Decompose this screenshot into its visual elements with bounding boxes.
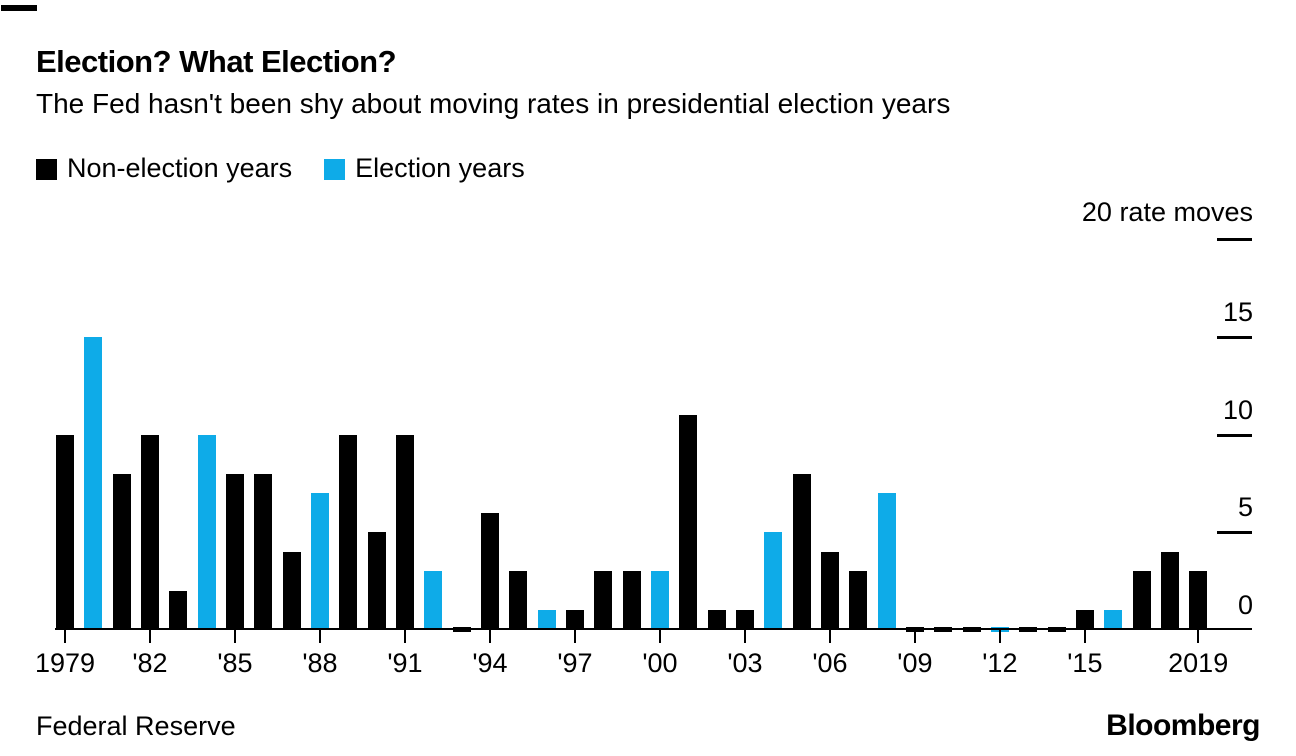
bar-1990 xyxy=(367,532,386,630)
legend: Non-election years Election years xyxy=(36,153,525,184)
x-tick-2009 xyxy=(913,630,916,643)
bar-2003 xyxy=(735,610,754,630)
chart-subtitle: The Fed hasn't been shy about moving rat… xyxy=(36,88,951,119)
x-tick-1988 xyxy=(318,630,321,643)
x-tick-1994 xyxy=(488,630,491,643)
bar-1981 xyxy=(112,473,131,630)
bar-2007 xyxy=(849,571,868,630)
bar-1996 xyxy=(537,610,556,630)
x-tick-1982 xyxy=(148,630,151,643)
bar-2017 xyxy=(1132,571,1151,630)
bloomberg-logo: Bloomberg xyxy=(1106,709,1260,742)
x-tick-2012 xyxy=(998,630,1001,643)
legend-swatch-election xyxy=(324,159,346,180)
x-tick-label-2006: '06 xyxy=(812,648,848,678)
bar-1997 xyxy=(565,610,584,630)
x-tick-label-1985: '85 xyxy=(217,648,253,678)
legend-swatch-non-election xyxy=(36,159,57,180)
bar-1999 xyxy=(622,571,641,630)
y-tick-dash-15 xyxy=(1217,335,1252,339)
bar-1985 xyxy=(225,473,244,630)
bar-1988 xyxy=(310,493,329,630)
bar-2002 xyxy=(707,610,726,630)
bar-1989 xyxy=(339,434,358,630)
x-tick-label-1991: '91 xyxy=(387,648,423,678)
x-tick-label-1988: '88 xyxy=(302,648,338,678)
x-tick-2003 xyxy=(743,630,746,643)
bar-1982 xyxy=(140,434,159,630)
bar-1998 xyxy=(594,571,613,630)
x-tick-label-1997: '97 xyxy=(557,648,593,678)
x-axis-line xyxy=(55,628,1252,630)
y-tick-dash-5 xyxy=(1217,531,1252,535)
x-tick-label-2012: '12 xyxy=(982,648,1018,678)
y-tick-dash-20 xyxy=(1217,238,1252,241)
x-tick-label-2015: '15 xyxy=(1067,648,1103,678)
x-tick-label-2019: 2019 xyxy=(1168,648,1229,678)
bar-1991 xyxy=(395,434,414,630)
x-tick-label-1979: 1979 xyxy=(34,648,96,678)
x-tick-1997 xyxy=(573,630,576,643)
x-tick-2019 xyxy=(1197,630,1200,643)
x-tick-label-2009: '09 xyxy=(897,648,933,678)
bar-2008 xyxy=(877,493,896,630)
y-tick-label-15: 15 xyxy=(1222,296,1253,327)
bar-1994 xyxy=(480,512,499,630)
bar-2016 xyxy=(1104,610,1123,630)
bar-1995 xyxy=(509,571,528,630)
bar-1986 xyxy=(254,473,273,630)
y-tick-label-0: 0 xyxy=(1237,590,1253,620)
x-tick-label-1982: '82 xyxy=(132,648,168,678)
bar-1983 xyxy=(169,590,188,630)
x-tick-2000 xyxy=(658,630,661,643)
x-tick-label-1994: '94 xyxy=(472,648,508,678)
chart-title: Election? What Election? xyxy=(36,44,397,79)
source-label: Federal Reserve xyxy=(36,711,236,741)
legend-label-election: Election years xyxy=(355,153,525,183)
y-axis-top-label: 20 rate moves xyxy=(1081,197,1253,227)
y-tick-label-10: 10 xyxy=(1222,394,1253,425)
bloomberg-keyline-dash xyxy=(1,5,37,11)
bar-2005 xyxy=(792,473,811,630)
x-tick-label-2000: '00 xyxy=(642,648,678,678)
bar-1992 xyxy=(424,571,443,630)
x-tick-2006 xyxy=(828,630,831,643)
bar-2004 xyxy=(764,532,783,630)
x-tick-label-2003: '03 xyxy=(727,648,763,678)
bar-1984 xyxy=(197,434,216,630)
bar-2001 xyxy=(679,414,698,630)
x-tick-1991 xyxy=(403,630,406,643)
bar-2000 xyxy=(650,571,669,630)
x-tick-1979 xyxy=(64,630,66,643)
bar-2015 xyxy=(1075,610,1094,630)
legend-label-non-election: Non-election years xyxy=(67,153,293,183)
y-tick-dash-10 xyxy=(1217,433,1252,437)
y-tick-label-5: 5 xyxy=(1237,492,1253,523)
bar-1987 xyxy=(282,551,301,630)
bar-1979 xyxy=(56,434,74,630)
bar-1980 xyxy=(84,336,103,630)
bar-2018 xyxy=(1160,551,1179,630)
bar-2006 xyxy=(820,551,839,630)
bar-2019 xyxy=(1189,571,1208,630)
x-tick-1985 xyxy=(233,630,236,643)
x-tick-2015 xyxy=(1083,630,1086,643)
